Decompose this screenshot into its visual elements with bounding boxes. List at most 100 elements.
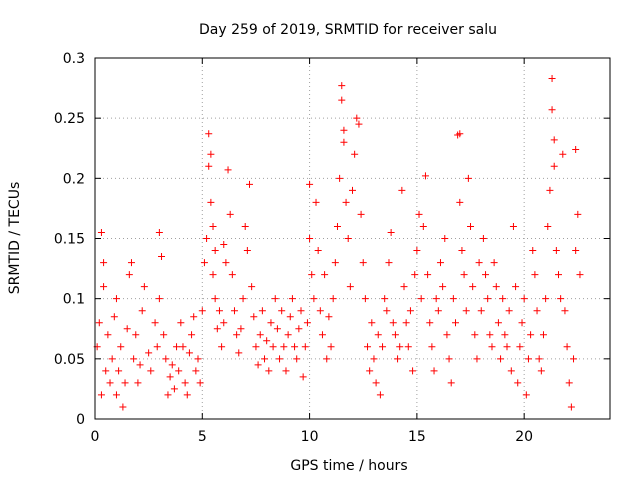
data-point: [119, 403, 127, 411]
y-tick-label: 0: [76, 412, 85, 428]
data-point: [200, 259, 208, 267]
data-point: [203, 235, 211, 242]
data-point: [376, 391, 384, 399]
data-point: [482, 271, 490, 279]
data-point: [104, 331, 112, 339]
data-point: [411, 271, 419, 279]
data-point: [306, 235, 314, 242]
data-point: [415, 210, 423, 218]
data-point: [248, 283, 256, 291]
data-point: [303, 319, 311, 327]
y-tick-label: 0.05: [54, 352, 85, 368]
x-tick-label: 15: [408, 429, 426, 445]
data-point: [323, 355, 331, 363]
data-point: [194, 355, 202, 363]
data-point: [173, 343, 181, 351]
data-point: [160, 331, 168, 339]
data-point: [574, 210, 582, 218]
data-point: [364, 343, 372, 351]
data-point: [507, 367, 515, 375]
data-point: [166, 373, 174, 381]
data-point: [389, 319, 397, 327]
data-point: [475, 259, 483, 267]
data-point: [183, 391, 191, 399]
data-point: [291, 343, 299, 351]
data-point: [314, 247, 322, 255]
data-point: [570, 355, 578, 363]
data-point: [190, 313, 198, 321]
data-point: [467, 222, 475, 230]
data-point: [228, 271, 236, 279]
data-point: [503, 343, 511, 351]
data-point: [336, 174, 344, 182]
data-point: [258, 307, 266, 315]
data-point: [162, 355, 170, 363]
data-point: [524, 355, 532, 363]
data-point: [321, 271, 329, 279]
data-point: [381, 295, 389, 303]
data-point: [127, 259, 135, 267]
data-point: [318, 331, 326, 339]
data-point: [473, 355, 481, 363]
data-point: [263, 337, 271, 345]
data-point: [520, 295, 528, 303]
data-point: [557, 295, 565, 303]
data-point: [168, 361, 176, 369]
data-point: [368, 319, 376, 327]
data-point: [477, 307, 485, 315]
data-point: [102, 367, 110, 375]
data-point: [196, 379, 204, 387]
data-point: [548, 74, 556, 82]
data-point: [486, 331, 494, 339]
chart-title: Day 259 of 2019, SRMTID for receiver sal…: [199, 22, 497, 38]
data-point: [224, 166, 232, 174]
data-point: [351, 150, 359, 158]
data-point: [436, 259, 444, 267]
data-point: [501, 331, 509, 339]
x-tick-label: 0: [91, 429, 100, 445]
data-point: [497, 355, 505, 363]
data-point: [179, 343, 187, 351]
data-point: [449, 295, 457, 303]
y-tick-label: 0.1: [63, 292, 85, 308]
data-point: [516, 343, 524, 351]
data-point: [112, 295, 120, 303]
x-axis-ticks: 0 5 10 15 20: [91, 58, 533, 445]
data-point: [209, 271, 217, 279]
data-point: [443, 331, 451, 339]
data-point: [218, 343, 226, 351]
data-point: [419, 222, 427, 230]
data-point: [140, 283, 148, 291]
data-point: [254, 361, 262, 369]
data-point: [271, 295, 279, 303]
data-point: [220, 319, 228, 327]
data-point: [239, 295, 247, 303]
data-point: [338, 82, 346, 90]
data-point: [138, 307, 146, 315]
data-point: [539, 331, 547, 339]
x-axis-label: GPS time / hours: [290, 458, 407, 474]
data-point: [215, 307, 223, 315]
data-point: [310, 295, 318, 303]
data-point: [205, 130, 213, 138]
data-points: [93, 74, 584, 411]
data-point: [385, 259, 393, 267]
data-point: [226, 210, 234, 218]
data-point: [349, 186, 356, 194]
data-point: [361, 295, 369, 303]
data-point: [181, 379, 189, 387]
data-point: [241, 222, 249, 230]
data-point: [155, 228, 163, 236]
data-point: [512, 283, 520, 291]
data-point: [325, 313, 333, 321]
x-tick-label: 20: [515, 429, 533, 445]
y-tick-label: 0.15: [54, 232, 85, 248]
data-point: [312, 198, 320, 206]
data-point: [514, 379, 522, 387]
data-point: [439, 283, 447, 291]
data-point: [426, 319, 434, 327]
data-point: [297, 307, 305, 315]
data-point: [106, 379, 114, 387]
data-point: [155, 295, 163, 303]
